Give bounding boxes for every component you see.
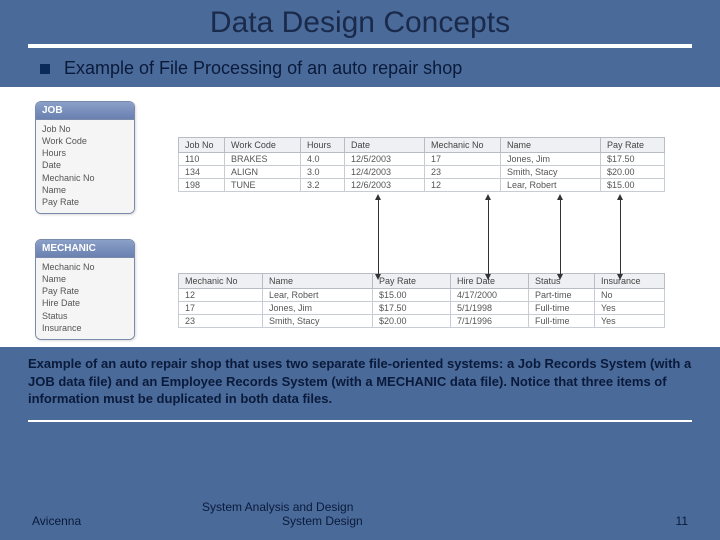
table-cell: $17.50 <box>601 153 665 166</box>
table-cell: Smith, Stacy <box>263 315 373 328</box>
link-arrow <box>488 199 489 275</box>
table-cell: 12 <box>425 179 501 192</box>
table-cell: Part-time <box>529 289 595 302</box>
table-header: Mechanic No <box>425 138 501 153</box>
entity-field: Job No <box>42 123 128 135</box>
job-entity-box: JOB Job NoWork CodeHoursDateMechanic NoN… <box>35 101 135 214</box>
table-cell: $20.00 <box>373 315 451 328</box>
table-cell: 12/4/2003 <box>345 166 425 179</box>
table-cell: 4.0 <box>301 153 345 166</box>
table-row: 17Jones, Jim$17.505/1/1998Full-timeYes <box>179 302 665 315</box>
bullet-icon <box>40 64 50 74</box>
table-cell: BRAKES <box>225 153 301 166</box>
table-row: 23Smith, Stacy$20.007/1/1996Full-timeYes <box>179 315 665 328</box>
table-row: 110BRAKES4.012/5/200317Jones, Jim$17.50 <box>179 153 665 166</box>
table-header: Hours <box>301 138 345 153</box>
table-cell: 12/5/2003 <box>345 153 425 166</box>
link-arrow <box>620 199 621 275</box>
table-cell: $15.00 <box>373 289 451 302</box>
mechanic-entity-header: MECHANIC <box>36 240 134 258</box>
table-cell: 110 <box>179 153 225 166</box>
table-cell: Full-time <box>529 315 595 328</box>
entity-field: Name <box>42 273 128 285</box>
table-header: Name <box>501 138 601 153</box>
job-entity-header: JOB <box>36 102 134 120</box>
table-cell: Yes <box>595 315 665 328</box>
diagram-area: JOB Job NoWork CodeHoursDateMechanic NoN… <box>0 87 720 347</box>
link-arrow <box>378 199 379 275</box>
entity-field: Mechanic No <box>42 172 128 184</box>
entity-field: Hire Date <box>42 297 128 309</box>
table-cell: 23 <box>179 315 263 328</box>
footer-line1: System Analysis and Design <box>202 500 353 514</box>
table-cell: 198 <box>179 179 225 192</box>
slide-title: Data Design Concepts <box>0 0 720 40</box>
table-cell: 17 <box>425 153 501 166</box>
table-header: Mechanic No <box>179 274 263 289</box>
mechanic-data-table: Mechanic NoNamePay RateHire DateStatusIn… <box>178 273 665 328</box>
table-cell: Jones, Jim <box>501 153 601 166</box>
table-cell: Jones, Jim <box>263 302 373 315</box>
table-cell: 17 <box>179 302 263 315</box>
entity-field: Date <box>42 159 128 171</box>
entity-field: Pay Rate <box>42 285 128 297</box>
table-cell: 134 <box>179 166 225 179</box>
footer-rule <box>28 420 692 422</box>
footer-course: System Analysis and Design System Design <box>202 500 628 528</box>
table-header: Name <box>263 274 373 289</box>
table-cell: $20.00 <box>601 166 665 179</box>
footer-line2: System Design <box>282 514 363 528</box>
mechanic-entity-box: MECHANIC Mechanic NoNamePay RateHire Dat… <box>35 239 135 340</box>
table-cell: Yes <box>595 302 665 315</box>
table-cell: 12/6/2003 <box>345 179 425 192</box>
footer: Avicenna System Analysis and Design Syst… <box>0 500 720 528</box>
table-cell: Lear, Robert <box>501 179 601 192</box>
caption-text: Example of an auto repair shop that uses… <box>0 347 720 408</box>
link-arrow <box>560 199 561 275</box>
table-cell: 4/17/2000 <box>451 289 529 302</box>
table-cell: Lear, Robert <box>263 289 373 302</box>
subtitle-row: Example of File Processing of an auto re… <box>0 48 720 87</box>
table-header: Work Code <box>225 138 301 153</box>
entity-field: Mechanic No <box>42 261 128 273</box>
entity-field: Work Code <box>42 135 128 147</box>
table-header: Date <box>345 138 425 153</box>
table-row: 198TUNE3.212/6/200312Lear, Robert$15.00 <box>179 179 665 192</box>
table-cell: Smith, Stacy <box>501 166 601 179</box>
table-cell: No <box>595 289 665 302</box>
table-cell: $15.00 <box>601 179 665 192</box>
table-cell: Full-time <box>529 302 595 315</box>
mechanic-entity-fields: Mechanic NoNamePay RateHire DateStatusIn… <box>36 258 134 339</box>
subtitle-text: Example of File Processing of an auto re… <box>64 58 462 79</box>
table-cell: TUNE <box>225 179 301 192</box>
table-cell: 12 <box>179 289 263 302</box>
entity-field: Status <box>42 310 128 322</box>
table-cell: 3.2 <box>301 179 345 192</box>
job-data-table: Job NoWork CodeHoursDateMechanic NoNameP… <box>178 137 665 192</box>
table-cell: 5/1/1998 <box>451 302 529 315</box>
entity-field: Name <box>42 184 128 196</box>
table-header: Job No <box>179 138 225 153</box>
table-row: 134ALIGN3.012/4/200323Smith, Stacy$20.00 <box>179 166 665 179</box>
footer-author: Avicenna <box>32 500 202 528</box>
table-header: Pay Rate <box>601 138 665 153</box>
table-header: Insurance <box>595 274 665 289</box>
entity-field: Pay Rate <box>42 196 128 208</box>
table-cell: 23 <box>425 166 501 179</box>
table-row: 12Lear, Robert$15.004/17/2000Part-timeNo <box>179 289 665 302</box>
table-header: Pay Rate <box>373 274 451 289</box>
job-entity-fields: Job NoWork CodeHoursDateMechanic NoNameP… <box>36 120 134 213</box>
entity-field: Insurance <box>42 322 128 334</box>
entity-field: Hours <box>42 147 128 159</box>
footer-page: 11 <box>628 500 688 528</box>
table-cell: 7/1/1996 <box>451 315 529 328</box>
table-cell: 3.0 <box>301 166 345 179</box>
table-cell: ALIGN <box>225 166 301 179</box>
table-cell: $17.50 <box>373 302 451 315</box>
